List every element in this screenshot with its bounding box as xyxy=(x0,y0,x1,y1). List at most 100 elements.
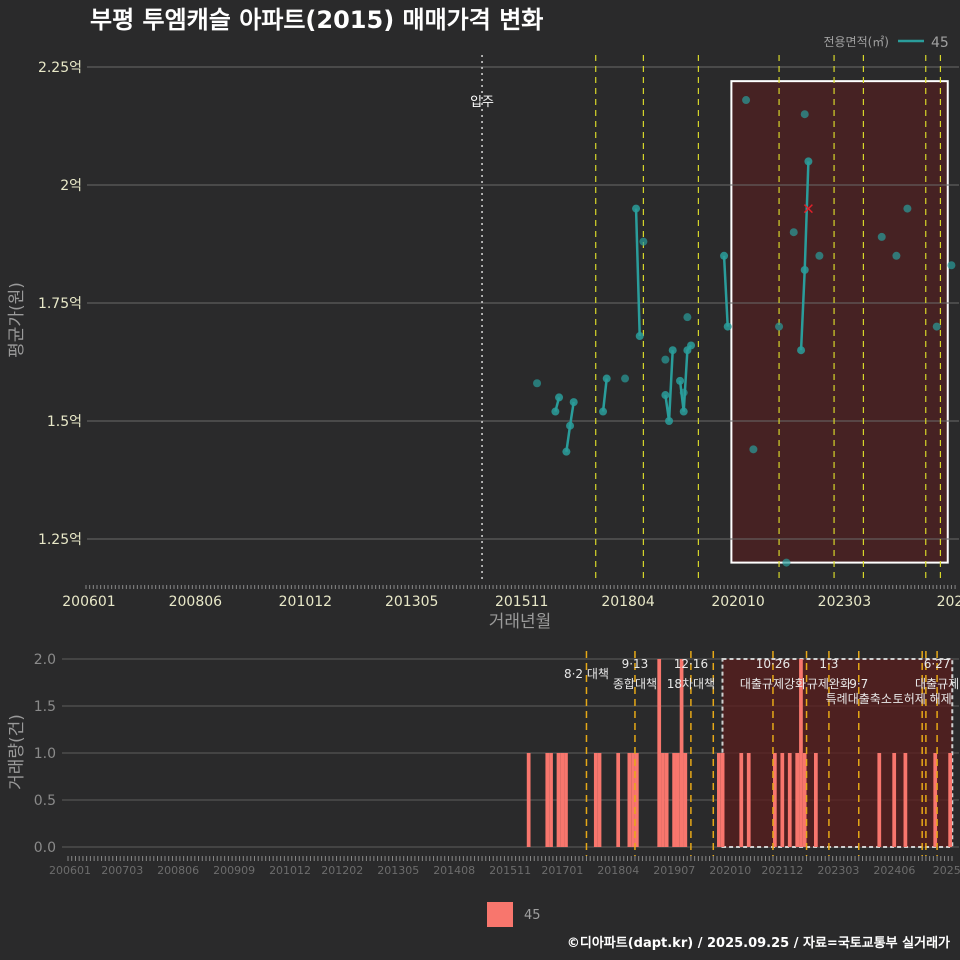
x-tick-label: 202010 xyxy=(711,594,764,610)
policy-label: 9·7 xyxy=(849,677,868,691)
x-tick-label: 201511 xyxy=(489,864,531,877)
volume-bar xyxy=(679,659,684,847)
x-tick-label: 20250 xyxy=(933,864,960,877)
data-point xyxy=(635,332,644,341)
volume-bar xyxy=(780,753,785,847)
policy-label: 1·3 xyxy=(819,657,838,671)
volume-bar xyxy=(892,753,897,847)
data-point xyxy=(632,204,641,213)
data-point xyxy=(602,374,611,383)
volume-bar xyxy=(672,753,676,847)
x-tick-label: 2025 xyxy=(937,594,960,610)
data-point xyxy=(679,407,688,416)
policy-label: 8·2 대책 xyxy=(564,666,609,681)
volume-bar xyxy=(616,753,621,847)
legend-title: 전용면적(㎡) xyxy=(823,35,889,49)
highlight-box xyxy=(721,658,954,848)
x-tick-label: 200601 xyxy=(49,864,91,877)
legend-bottom-label: 45 xyxy=(524,908,541,923)
bars-layer xyxy=(526,659,953,847)
data-point xyxy=(782,558,791,567)
volume-bar xyxy=(556,753,561,847)
y-tick-label: 2.0 xyxy=(34,652,56,668)
x-tick-label: 201012 xyxy=(269,864,311,877)
x-axis-title: 거래년월 xyxy=(489,612,552,632)
volume-bar xyxy=(683,753,688,847)
policy-label: 18차대책 xyxy=(667,676,715,691)
volume-bar xyxy=(903,753,908,847)
x-tick-label: 200601 xyxy=(62,594,115,610)
y-tick-label: 1.5억 xyxy=(47,414,82,430)
volume-bar xyxy=(627,753,632,847)
volume-bar xyxy=(526,753,531,847)
chart-title: 부평 투엠캐슬 아파트(2015) 매매가격 변화 xyxy=(90,6,543,34)
data-point xyxy=(723,322,732,331)
y-tick-label: 1.25억 xyxy=(38,532,82,548)
data-point xyxy=(749,445,758,454)
volume-bar xyxy=(631,753,635,847)
volume-bar xyxy=(948,753,953,847)
legend-top: 전용면적(㎡) 45 xyxy=(823,35,948,51)
data-point xyxy=(800,265,809,274)
data-point xyxy=(661,391,670,400)
data-point xyxy=(566,421,575,430)
x-tick-label: 201701 xyxy=(541,864,583,877)
volume-bar xyxy=(661,753,665,847)
volume-bar xyxy=(802,753,807,847)
y-axis-title: 거래량(건) xyxy=(7,714,27,790)
x-tick-label: 200806 xyxy=(157,864,199,877)
move-in-label: 입주 xyxy=(470,95,494,110)
y-tick-label: 2.25억 xyxy=(38,60,82,76)
policy-label: 대출규제강화 xyxy=(740,677,806,691)
data-point xyxy=(599,407,608,416)
policy-label: 토허제 해제 xyxy=(893,692,952,706)
y-tick-label: 1.5 xyxy=(34,699,56,715)
volume-chart: 0.0 0.5 1.0 1.5 2.0 거래량(건) 200601 200703 200806 2… xyxy=(7,651,960,877)
data-point xyxy=(789,228,798,237)
data-point xyxy=(533,379,542,388)
policy-label: 특례대출축소 xyxy=(826,692,892,706)
volume-bar xyxy=(787,753,792,847)
y-tick-label: 1.75억 xyxy=(38,296,82,312)
volume-bar xyxy=(657,659,662,847)
data-point xyxy=(815,251,824,260)
data-point xyxy=(687,341,696,350)
x-tick-label: 201907 xyxy=(653,864,695,877)
volume-bar xyxy=(720,753,725,847)
volume-bar xyxy=(799,659,803,847)
data-point xyxy=(932,322,941,331)
volume-bar xyxy=(814,753,818,847)
policy-label: 6·27 xyxy=(924,657,951,671)
volume-bar xyxy=(675,753,680,847)
data-point xyxy=(679,388,688,397)
data-point xyxy=(892,251,901,260)
x-tick-label: 201804 xyxy=(597,864,639,877)
volume-bar xyxy=(772,753,777,847)
x-tick-label: 202303 xyxy=(817,864,859,877)
data-point xyxy=(551,407,560,416)
policy-labels: 8·2 대책 9·13 종합대책 12·16 18차대책 10·26 대출규제강화 1·3 규제… xyxy=(564,657,959,706)
volume-bar xyxy=(717,753,721,847)
x-tick-label: 202303 xyxy=(818,594,871,610)
y-tick-label: 1.0 xyxy=(34,746,56,762)
series-line xyxy=(601,378,608,412)
volume-bar xyxy=(545,753,550,847)
volume-bar xyxy=(877,753,882,847)
y-axis-title: 평균가(원) xyxy=(7,282,27,358)
data-point xyxy=(676,376,685,385)
data-point xyxy=(562,447,571,456)
data-point xyxy=(877,232,886,241)
data-point xyxy=(621,374,630,383)
volume-bar xyxy=(664,753,669,847)
volume-bar xyxy=(634,753,639,847)
legend-bar-swatch xyxy=(487,902,513,927)
data-point xyxy=(569,398,578,407)
series-line xyxy=(634,208,641,337)
policy-label: 규제완화 xyxy=(807,677,851,691)
x-tick-label: 200806 xyxy=(169,594,223,610)
data-point xyxy=(661,355,670,364)
legend-series-label: 45 xyxy=(931,35,949,51)
volume-bar xyxy=(933,753,938,847)
policy-label: 9·13 xyxy=(622,657,649,671)
